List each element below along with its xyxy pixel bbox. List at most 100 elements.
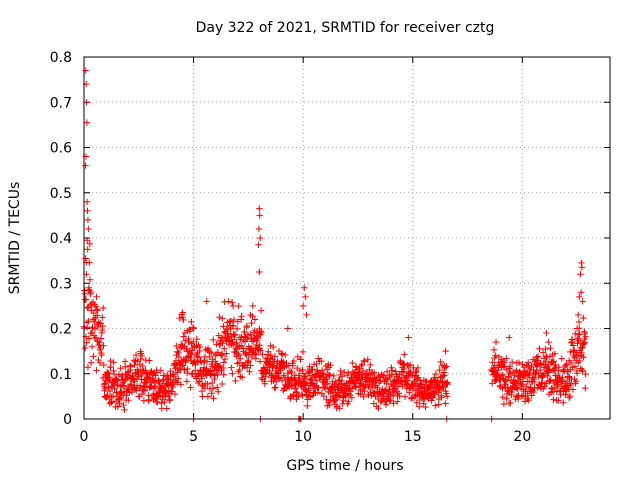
data-point (218, 380, 226, 388)
y-tick-label: 0.4 (50, 231, 72, 247)
data-point (87, 289, 94, 296)
y-tick-label: 0.3 (50, 276, 72, 292)
data-point (367, 388, 374, 396)
data-point (106, 387, 114, 395)
data-point (528, 362, 535, 370)
data-point (191, 367, 199, 374)
data-point (179, 362, 187, 369)
data-point (210, 336, 217, 344)
data-point (576, 293, 583, 301)
data-point (569, 386, 577, 393)
data-point (438, 394, 445, 401)
data-point (214, 349, 222, 356)
data-point (208, 349, 215, 357)
data-point (351, 380, 358, 388)
data-point (326, 401, 333, 409)
data-point (290, 391, 297, 398)
data-point (130, 376, 137, 383)
axis-ticks: 0 0.1 0.2 0.3 0.4 0.5 0.6 0.7 0.8 0 5 10 15 20 (50, 50, 610, 445)
data-point (437, 374, 444, 381)
data-point (545, 338, 552, 346)
data-point (318, 357, 325, 365)
data-point (299, 348, 307, 356)
x-tick-label: 15 (404, 429, 422, 445)
data-point (198, 387, 206, 395)
data-point (106, 374, 113, 381)
data-point (299, 366, 306, 373)
data-point (442, 347, 449, 355)
data-point (576, 357, 583, 365)
data-point (490, 346, 498, 354)
data-point (139, 362, 146, 370)
data-point (153, 369, 161, 376)
data-point (413, 367, 420, 375)
data-point (84, 304, 91, 312)
data-point (139, 368, 146, 376)
data-point (327, 361, 334, 369)
data-point (163, 405, 170, 412)
data-point (114, 403, 122, 410)
data-point (229, 302, 237, 310)
data-point (401, 393, 409, 400)
data-point (349, 359, 356, 367)
data-point (173, 342, 180, 350)
data-point (209, 385, 217, 392)
data-point (431, 391, 439, 398)
data-point (243, 322, 251, 330)
data-point (99, 326, 106, 334)
data-point (443, 390, 450, 397)
data-point (348, 385, 356, 393)
data-point (240, 361, 248, 369)
data-point (85, 317, 92, 325)
data-point (313, 377, 321, 384)
data-point (271, 384, 278, 392)
data-point (271, 353, 279, 360)
data-point (440, 372, 447, 380)
data-point (288, 369, 295, 376)
data-point (101, 381, 108, 388)
x-tick-label: 20 (513, 429, 531, 445)
data-point (221, 298, 228, 306)
data-point (320, 392, 328, 400)
data-point (118, 373, 125, 380)
x-tick-label: 10 (294, 429, 312, 445)
data-point (501, 359, 508, 366)
data-point (246, 368, 253, 375)
data-point (208, 390, 215, 397)
data-point (382, 401, 390, 408)
data-point (412, 369, 419, 376)
data-point (358, 371, 365, 378)
data-point (345, 398, 352, 405)
data-point (566, 380, 573, 387)
data-point (179, 313, 186, 321)
data-point (229, 322, 237, 329)
data-point (544, 372, 551, 380)
data-point (511, 372, 518, 379)
data-point (108, 382, 115, 390)
data-point (394, 398, 401, 405)
data-point (190, 325, 197, 332)
data-point (301, 284, 308, 291)
data-point (107, 357, 114, 365)
data-point (337, 367, 344, 375)
data-point (84, 237, 91, 244)
data-point (291, 385, 299, 392)
data-point (186, 326, 193, 333)
data-point (534, 357, 541, 364)
data-point (93, 306, 101, 313)
data-point (82, 344, 89, 352)
data-point (547, 344, 554, 352)
data-point (508, 358, 516, 366)
data-point (542, 345, 549, 353)
data-point (183, 369, 191, 377)
data-point (555, 364, 563, 371)
data-point (152, 372, 159, 379)
data-point (342, 391, 350, 398)
data-point (563, 361, 571, 368)
data-point (259, 351, 266, 358)
data-point (299, 302, 307, 310)
plot-frame (83, 56, 611, 420)
data-point (92, 334, 100, 342)
data-point (122, 363, 129, 370)
